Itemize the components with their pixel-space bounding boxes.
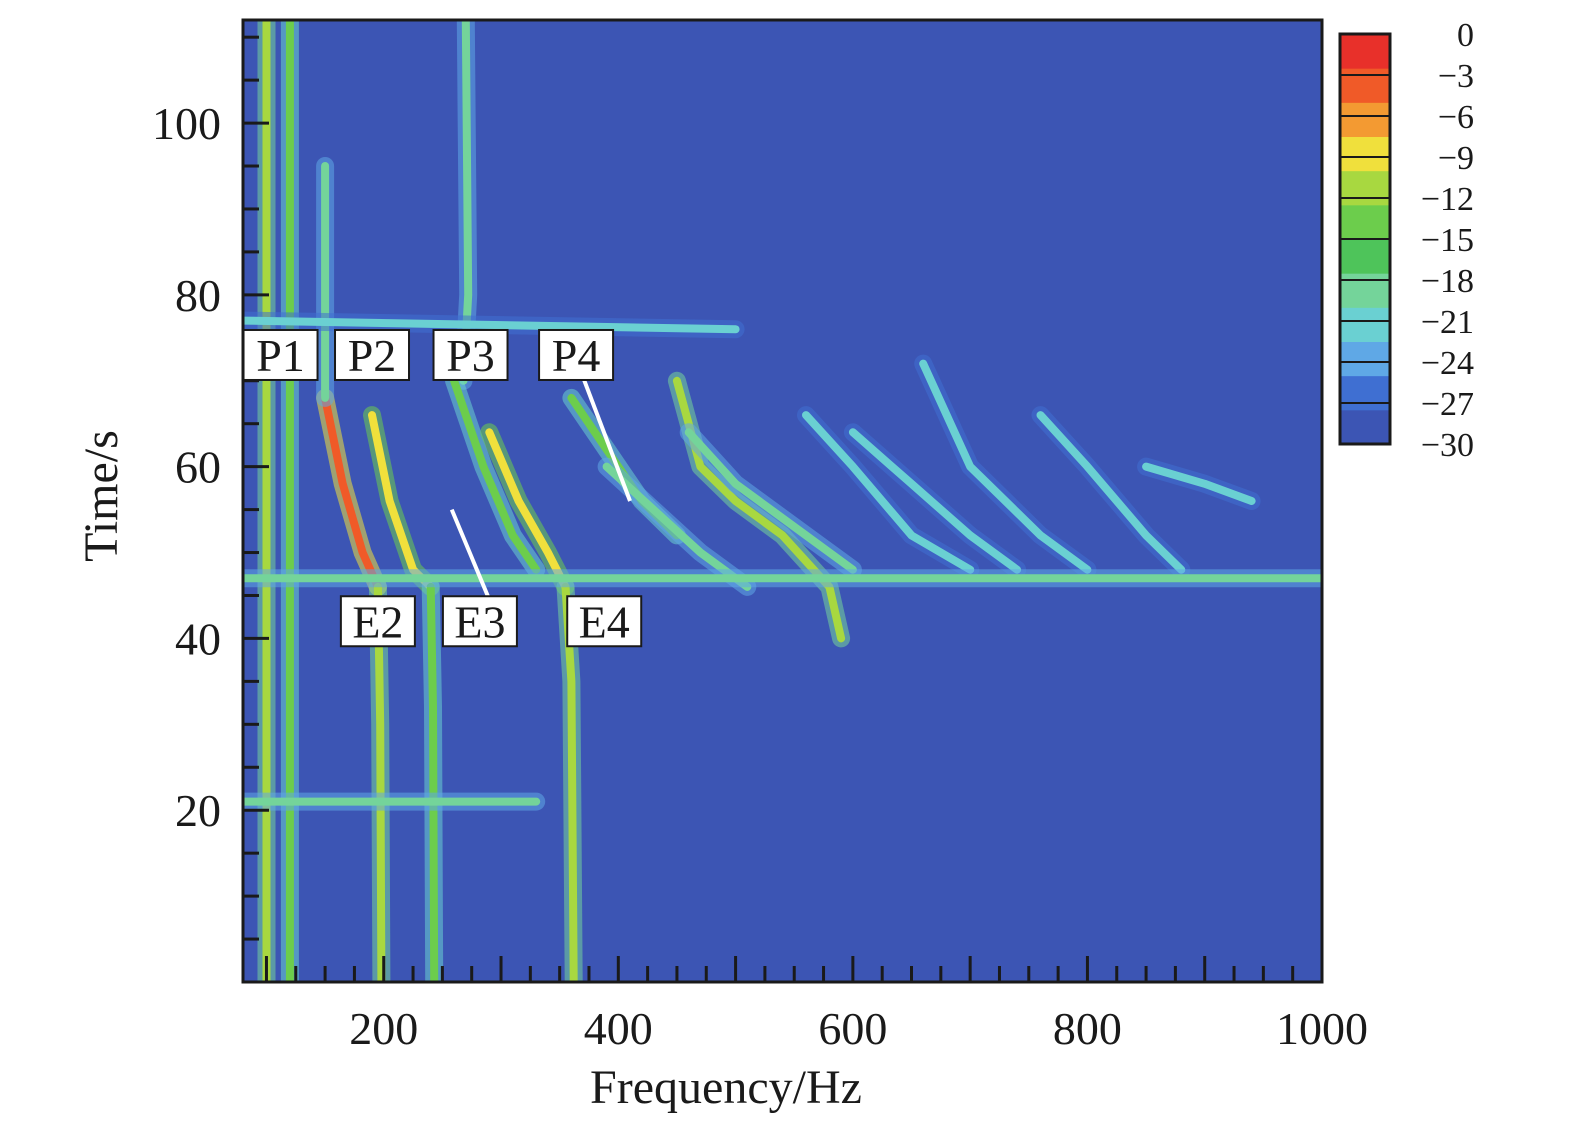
annotation-label: P2: [348, 330, 397, 381]
colorbar-swatch: [1340, 68, 1390, 103]
ridge-branch-1: [445, 371, 546, 579]
x-tick-label: 400: [584, 1003, 653, 1054]
annotation-label: P4: [552, 330, 601, 381]
colorbar-tick-label: 0: [1457, 17, 1474, 54]
annotation-label: E4: [579, 596, 630, 647]
y-axis-title: Time/s: [75, 430, 128, 562]
annotation-box: [538, 328, 615, 381]
annotation-pointer: [449, 508, 490, 598]
colorbar-tick-label: −21: [1421, 304, 1474, 341]
ridge-branch-5: [679, 423, 862, 579]
annotation-box: [242, 328, 319, 381]
y-tick-label: 20: [175, 785, 221, 836]
annotation-label: P3: [446, 330, 495, 381]
x-tick-label: 800: [1053, 1003, 1122, 1054]
colorbar-swatch: [1340, 102, 1390, 137]
colorbar-tick-label: −9: [1438, 140, 1474, 177]
colorbar-swatch: [1340, 204, 1390, 240]
annotation-box: [339, 595, 416, 648]
annotation-e2: E2: [339, 595, 416, 648]
colorbar-tick-label: −6: [1438, 99, 1474, 136]
ridge-horizontal-1: [243, 311, 745, 339]
annotation-e4: E4: [566, 595, 643, 648]
annotation-label: E2: [352, 596, 403, 647]
ridge-branch-8: [914, 354, 1097, 579]
colorbar-swatch: [1340, 341, 1390, 377]
colorbar-swatch: [1340, 409, 1390, 445]
annotation-label: P1: [256, 330, 305, 381]
annotation-box: [441, 595, 518, 648]
colorbar-tick-label: −24: [1421, 345, 1474, 382]
x-tick-label: 1000: [1276, 1003, 1368, 1054]
annotations: P1 P2 P3 P4 E2 E3 E4: [242, 328, 643, 648]
colorbar-swatch: [1340, 375, 1390, 411]
plot-frame: [241, 18, 1324, 984]
axis-tick-labels: 200 400 600 800 1000 20 40 60 80 100: [152, 98, 1368, 1054]
colorbar-tick-label: −30: [1421, 427, 1474, 464]
plot-area: [243, 20, 1322, 982]
x-axis-title: Frequency/Hz: [590, 1061, 862, 1114]
colorbar-tick-label: −12: [1421, 181, 1474, 218]
annotation-e3: E3: [441, 508, 518, 648]
annotation-p4: P4: [538, 328, 632, 502]
x-tick-label: 600: [818, 1003, 887, 1054]
annotation-box: [566, 595, 643, 648]
heatmap-background: [243, 20, 1322, 982]
annotation-p1: P1: [242, 328, 319, 381]
colorbar: 0 −3 −6 −9 −12 −15 −18 −21 −24 −27 −30: [1338, 17, 1474, 464]
colorbar-swatch: [1340, 34, 1390, 69]
y-tick-label: 80: [175, 270, 221, 321]
ridge-branch-7: [843, 423, 1027, 579]
x-tick-label: 200: [349, 1003, 418, 1054]
ridge-branch-9: [1031, 406, 1191, 579]
colorbar-tick-label: −27: [1421, 386, 1474, 423]
annotation-pointer: [582, 379, 632, 502]
colorbar-tick-label: −18: [1421, 263, 1474, 300]
colorbar-swatch: [1340, 239, 1390, 274]
annotation-p3: P3: [432, 328, 509, 381]
colorbar-swatch: [1340, 170, 1390, 206]
y-tick-label: 60: [175, 442, 221, 493]
y-tick-label: 40: [175, 613, 221, 664]
annotation-box: [432, 328, 509, 381]
y-tick-label: 100: [152, 98, 221, 149]
colorbar-swatch: [1340, 307, 1390, 342]
annotation-box: [334, 328, 411, 381]
annotation-label: E3: [454, 596, 505, 647]
annotation-p2: P2: [334, 328, 411, 381]
ridge-E3: [421, 577, 444, 982]
ridge-branch-10: [1137, 457, 1261, 510]
colorbar-tick-label: −15: [1421, 222, 1474, 259]
colorbar-tick-label: −3: [1438, 58, 1474, 95]
colorbar-swatch: [1340, 136, 1390, 172]
ridge-branch-6: [797, 406, 980, 579]
colorbar-swatch: [1340, 273, 1390, 308]
